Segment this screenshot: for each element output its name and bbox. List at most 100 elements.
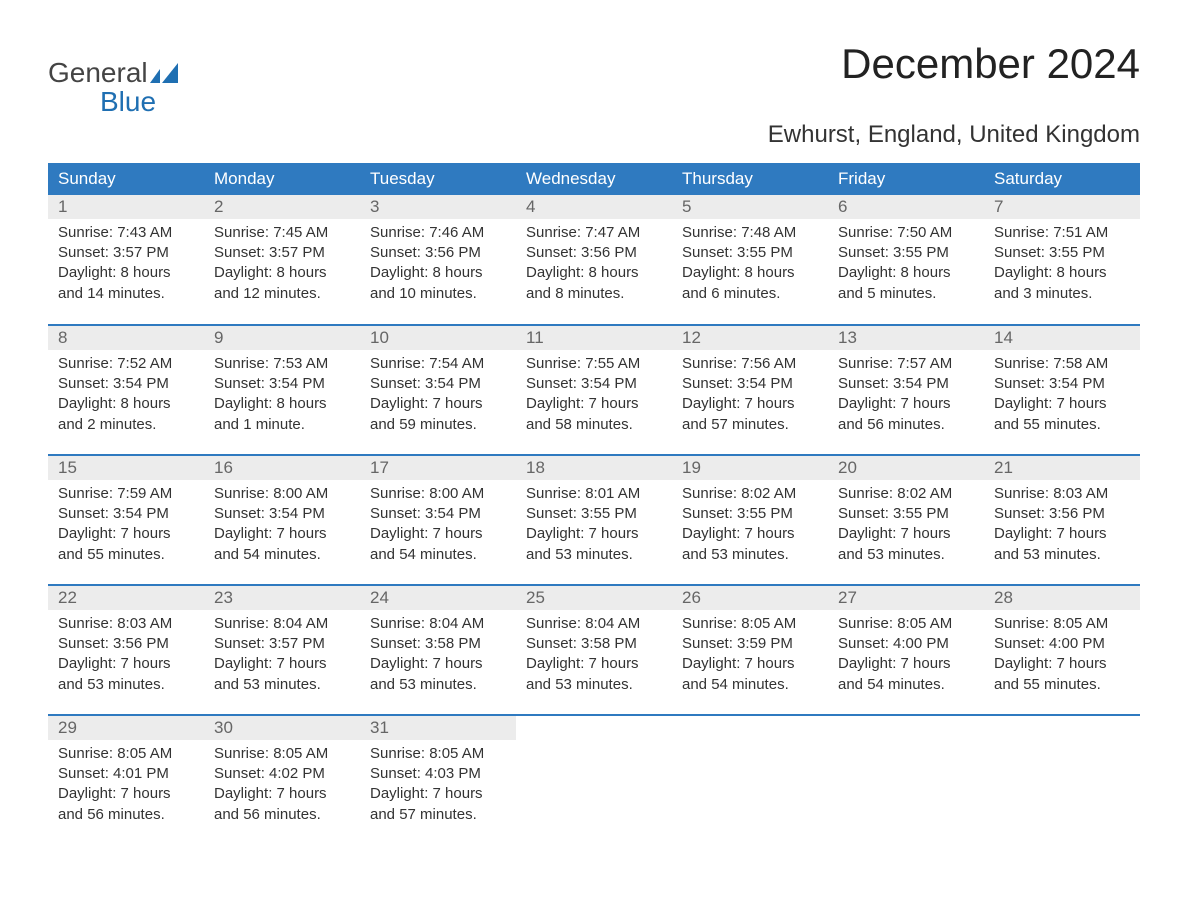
calendar-cell: 28Sunrise: 8:05 AMSunset: 4:00 PMDayligh…	[984, 585, 1140, 715]
sunrise-text: Sunrise: 7:48 AM	[682, 223, 818, 243]
sunset-text: Sunset: 3:54 PM	[370, 504, 506, 524]
brand-word1: General	[48, 58, 148, 87]
calendar-cell: 9Sunrise: 7:53 AMSunset: 3:54 PMDaylight…	[204, 325, 360, 455]
sunset-text: Sunset: 3:54 PM	[214, 374, 350, 394]
daylight-text: and 56 minutes.	[58, 805, 194, 825]
day-body: Sunrise: 8:04 AMSunset: 3:58 PMDaylight:…	[516, 610, 672, 703]
sunset-text: Sunset: 3:54 PM	[682, 374, 818, 394]
sunrise-text: Sunrise: 8:04 AM	[370, 614, 506, 634]
weekday-header: Thursday	[672, 163, 828, 195]
weekday-header: Friday	[828, 163, 984, 195]
daylight-text: and 6 minutes.	[682, 284, 818, 304]
day-body: Sunrise: 8:05 AMSunset: 4:01 PMDaylight:…	[48, 740, 204, 833]
calendar-cell: 30Sunrise: 8:05 AMSunset: 4:02 PMDayligh…	[204, 715, 360, 845]
calendar-cell	[516, 715, 672, 845]
sunrise-text: Sunrise: 7:56 AM	[682, 354, 818, 374]
daylight-text: and 57 minutes.	[370, 805, 506, 825]
daylight-text: and 56 minutes.	[214, 805, 350, 825]
daylight-text: and 10 minutes.	[370, 284, 506, 304]
calendar-cell: 10Sunrise: 7:54 AMSunset: 3:54 PMDayligh…	[360, 325, 516, 455]
header: General Blue December 2024	[48, 40, 1140, 117]
sunset-text: Sunset: 3:55 PM	[838, 504, 974, 524]
day-body: Sunrise: 8:05 AMSunset: 4:02 PMDaylight:…	[204, 740, 360, 833]
weekday-header: Tuesday	[360, 163, 516, 195]
sunrise-text: Sunrise: 8:00 AM	[214, 484, 350, 504]
calendar-cell: 8Sunrise: 7:52 AMSunset: 3:54 PMDaylight…	[48, 325, 204, 455]
day-number: 14	[984, 326, 1140, 350]
calendar-cell: 23Sunrise: 8:04 AMSunset: 3:57 PMDayligh…	[204, 585, 360, 715]
day-body: Sunrise: 7:51 AMSunset: 3:55 PMDaylight:…	[984, 219, 1140, 312]
daylight-text: Daylight: 7 hours	[214, 524, 350, 544]
daylight-text: and 53 minutes.	[838, 545, 974, 565]
daylight-text: and 53 minutes.	[526, 675, 662, 695]
day-number: 7	[984, 195, 1140, 219]
daylight-text: and 53 minutes.	[526, 545, 662, 565]
calendar-cell: 26Sunrise: 8:05 AMSunset: 3:59 PMDayligh…	[672, 585, 828, 715]
calendar-cell: 16Sunrise: 8:00 AMSunset: 3:54 PMDayligh…	[204, 455, 360, 585]
day-body: Sunrise: 8:05 AMSunset: 4:00 PMDaylight:…	[984, 610, 1140, 703]
calendar-cell	[672, 715, 828, 845]
sunrise-text: Sunrise: 8:03 AM	[994, 484, 1130, 504]
sunrise-text: Sunrise: 8:05 AM	[994, 614, 1130, 634]
sunrise-text: Sunrise: 8:05 AM	[682, 614, 818, 634]
daylight-text: Daylight: 8 hours	[214, 394, 350, 414]
calendar-week: 15Sunrise: 7:59 AMSunset: 3:54 PMDayligh…	[48, 455, 1140, 585]
page-title: December 2024	[841, 40, 1140, 88]
daylight-text: Daylight: 7 hours	[370, 394, 506, 414]
day-number: 20	[828, 456, 984, 480]
daylight-text: Daylight: 7 hours	[58, 784, 194, 804]
daylight-text: Daylight: 7 hours	[838, 394, 974, 414]
day-number: 19	[672, 456, 828, 480]
daylight-text: and 55 minutes.	[58, 545, 194, 565]
day-body: Sunrise: 7:50 AMSunset: 3:55 PMDaylight:…	[828, 219, 984, 312]
day-body: Sunrise: 7:52 AMSunset: 3:54 PMDaylight:…	[48, 350, 204, 443]
calendar-table: Sunday Monday Tuesday Wednesday Thursday…	[48, 163, 1140, 845]
calendar-cell: 6Sunrise: 7:50 AMSunset: 3:55 PMDaylight…	[828, 195, 984, 325]
sunset-text: Sunset: 3:55 PM	[682, 504, 818, 524]
sunrise-text: Sunrise: 7:54 AM	[370, 354, 506, 374]
day-number: 2	[204, 195, 360, 219]
sunset-text: Sunset: 3:54 PM	[214, 504, 350, 524]
calendar-cell: 31Sunrise: 8:05 AMSunset: 4:03 PMDayligh…	[360, 715, 516, 845]
calendar-cell: 22Sunrise: 8:03 AMSunset: 3:56 PMDayligh…	[48, 585, 204, 715]
sunrise-text: Sunrise: 7:52 AM	[58, 354, 194, 374]
day-number: 8	[48, 326, 204, 350]
weekday-header: Saturday	[984, 163, 1140, 195]
sunset-text: Sunset: 3:54 PM	[58, 504, 194, 524]
calendar-cell: 12Sunrise: 7:56 AMSunset: 3:54 PMDayligh…	[672, 325, 828, 455]
calendar-cell: 7Sunrise: 7:51 AMSunset: 3:55 PMDaylight…	[984, 195, 1140, 325]
daylight-text: Daylight: 7 hours	[526, 654, 662, 674]
daylight-text: and 53 minutes.	[214, 675, 350, 695]
sunset-text: Sunset: 3:57 PM	[58, 243, 194, 263]
daylight-text: Daylight: 8 hours	[838, 263, 974, 283]
day-body: Sunrise: 8:03 AMSunset: 3:56 PMDaylight:…	[984, 480, 1140, 573]
sunset-text: Sunset: 3:54 PM	[370, 374, 506, 394]
calendar-cell: 4Sunrise: 7:47 AMSunset: 3:56 PMDaylight…	[516, 195, 672, 325]
daylight-text: and 58 minutes.	[526, 415, 662, 435]
sunrise-text: Sunrise: 8:05 AM	[838, 614, 974, 634]
sunrise-text: Sunrise: 7:45 AM	[214, 223, 350, 243]
day-body: Sunrise: 7:57 AMSunset: 3:54 PMDaylight:…	[828, 350, 984, 443]
sunrise-text: Sunrise: 8:05 AM	[214, 744, 350, 764]
sunrise-text: Sunrise: 8:01 AM	[526, 484, 662, 504]
daylight-text: Daylight: 7 hours	[526, 394, 662, 414]
daylight-text: and 57 minutes.	[682, 415, 818, 435]
daylight-text: and 53 minutes.	[58, 675, 194, 695]
sunset-text: Sunset: 3:54 PM	[838, 374, 974, 394]
daylight-text: and 12 minutes.	[214, 284, 350, 304]
sunset-text: Sunset: 4:00 PM	[838, 634, 974, 654]
sunset-text: Sunset: 3:56 PM	[994, 504, 1130, 524]
daylight-text: and 53 minutes.	[994, 545, 1130, 565]
day-body: Sunrise: 7:53 AMSunset: 3:54 PMDaylight:…	[204, 350, 360, 443]
daylight-text: Daylight: 8 hours	[682, 263, 818, 283]
calendar-cell: 29Sunrise: 8:05 AMSunset: 4:01 PMDayligh…	[48, 715, 204, 845]
day-number: 26	[672, 586, 828, 610]
weekday-header: Sunday	[48, 163, 204, 195]
daylight-text: and 53 minutes.	[682, 545, 818, 565]
daylight-text: Daylight: 8 hours	[58, 394, 194, 414]
daylight-text: Daylight: 8 hours	[994, 263, 1130, 283]
weekday-header: Monday	[204, 163, 360, 195]
sunset-text: Sunset: 3:57 PM	[214, 243, 350, 263]
day-body: Sunrise: 8:01 AMSunset: 3:55 PMDaylight:…	[516, 480, 672, 573]
daylight-text: Daylight: 7 hours	[58, 654, 194, 674]
